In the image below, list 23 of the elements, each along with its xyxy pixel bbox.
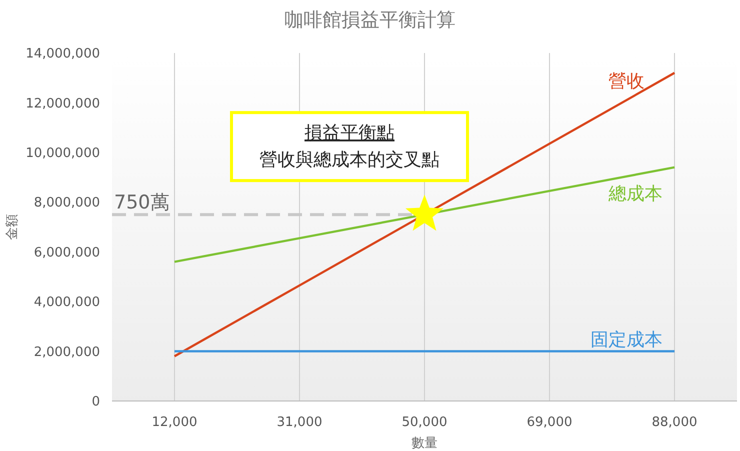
x-axis-title: 數量 [412, 436, 438, 451]
y-tick-label: 0 [92, 394, 100, 410]
annotation: 營收與總成本的交叉點 [260, 150, 440, 171]
y-axis-title: 金額 [5, 214, 20, 240]
series-label: 固定成本 [590, 329, 662, 350]
y-tick-label: 12,000,000 [26, 96, 100, 112]
line-series [173, 72, 676, 358]
x-tick-label: 50,000 [402, 415, 448, 430]
y-tick-label: 6,000,000 [34, 245, 100, 260]
y-tick-label: 2,000,000 [34, 344, 100, 360]
x-tick-label: 88,000 [652, 415, 698, 430]
ref-line-label: 750萬 [114, 192, 170, 214]
x-tick-label: 69,000 [526, 415, 572, 430]
y-tick-label: 4,000,000 [34, 295, 100, 310]
series-label: 營收 [608, 70, 644, 92]
x-tick-label: 31,000 [276, 415, 322, 430]
y-tick-label: 10,000,000 [26, 146, 100, 161]
annotation: 損益平衡點 [304, 122, 394, 144]
series-label: 總成本 [608, 183, 662, 204]
y-tick-label: 8,000,000 [34, 196, 100, 211]
x-tick-label: 12,000 [152, 415, 198, 430]
chart-title: 咖啡館損益平衡計算 [284, 9, 456, 31]
y-tick-label: 14,000,000 [26, 46, 100, 62]
